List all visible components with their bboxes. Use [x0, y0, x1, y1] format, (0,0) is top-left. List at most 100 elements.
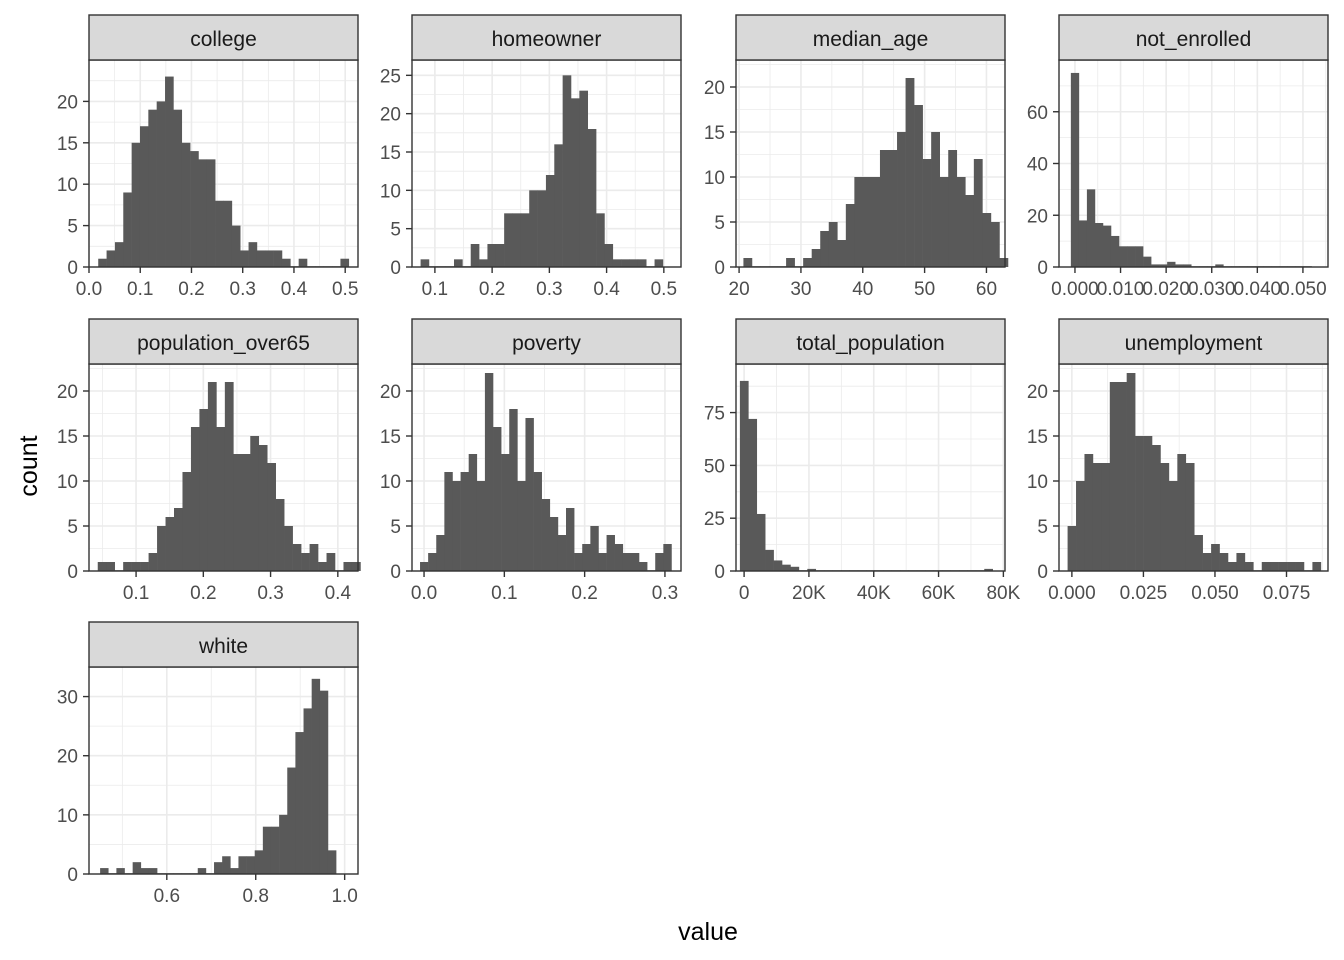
y-tick-label: 0 — [67, 258, 78, 279]
y-tick-label: 75 — [704, 404, 725, 425]
histogram-bar — [1227, 562, 1237, 571]
facet-white: white 0 10 20 30 0.6 0.8 1.0 — [57, 621, 359, 907]
histogram-bar — [216, 427, 226, 571]
histogram-bar — [123, 562, 132, 571]
y-tick-label: 25 — [704, 509, 725, 530]
histogram-bar — [956, 177, 966, 267]
histogram-bars — [420, 373, 672, 571]
histogram-bar — [265, 250, 274, 267]
histogram-bar — [533, 472, 542, 571]
histogram-bar — [984, 568, 993, 571]
histogram-bar — [436, 535, 445, 571]
y-tick-label: 15 — [380, 427, 401, 448]
x-tick-label: 80K — [986, 583, 1020, 604]
y-tick-label: 20 — [57, 747, 78, 768]
x-axis: 0.6 0.8 1.0 — [154, 874, 358, 907]
histogram-bar — [501, 454, 510, 571]
y-tick-label: 20 — [1027, 382, 1048, 403]
x-tick-label: 0.3 — [257, 583, 283, 604]
histogram-bar — [1143, 256, 1152, 267]
facet-strip-label: white — [198, 635, 248, 658]
histogram-bar — [479, 259, 488, 267]
histogram-bar — [114, 242, 124, 267]
x-tick-label: 50 — [914, 279, 935, 300]
histogram-bar — [525, 418, 534, 571]
histogram-bar — [1202, 553, 1212, 571]
histogram-bar — [1127, 246, 1136, 267]
histogram-bar — [1177, 454, 1187, 571]
y-tick-label: 30 — [57, 688, 78, 709]
x-tick-label: 0.075 — [1263, 583, 1311, 604]
facet-strip — [411, 14, 682, 61]
y-tick-label: 15 — [57, 134, 78, 155]
histogram-bar — [1185, 463, 1195, 571]
x-tick-label: 60K — [922, 583, 956, 604]
x-tick-label: 0.2 — [178, 279, 204, 300]
histogram-bar — [549, 517, 559, 571]
histogram-bar — [298, 258, 308, 267]
histogram-bar — [351, 562, 361, 571]
x-tick-label: 40 — [852, 279, 873, 300]
x-tick-label: 0.020 — [1142, 279, 1190, 300]
histogram-bar — [319, 690, 329, 874]
y-axis: 0 10 20 30 — [57, 688, 89, 886]
histogram-bar — [773, 560, 783, 571]
histogram-bar — [182, 472, 192, 571]
histogram-bar — [820, 231, 830, 267]
y-tick-label: 0 — [714, 562, 725, 583]
histogram-bars — [420, 75, 664, 268]
x-tick-label: 0.000 — [1051, 279, 1099, 300]
histogram-bar — [537, 190, 547, 267]
histogram-bar — [233, 454, 243, 571]
histogram-bar — [1295, 562, 1305, 571]
histogram-bar — [606, 535, 615, 571]
histogram-bar — [230, 868, 239, 874]
x-tick-label: 20K — [792, 583, 826, 604]
histogram-bar — [1287, 562, 1296, 571]
x-tick-label: 0.2 — [571, 583, 597, 604]
y-tick-label: 0 — [390, 562, 401, 583]
x-tick-label: 0.050 — [1191, 583, 1239, 604]
x-axis: 0.0 0.1 0.2 0.3 0.4 0.5 — [76, 267, 358, 300]
histogram-bar — [1119, 246, 1128, 267]
histogram-bar — [197, 868, 207, 874]
histogram-bar — [131, 562, 141, 571]
histogram-bar — [973, 159, 983, 267]
histogram-bar — [1159, 264, 1168, 267]
histogram-bar — [452, 481, 461, 571]
x-tick-label: 1.0 — [331, 886, 357, 907]
histogram-bar — [139, 126, 149, 268]
histogram-bar — [254, 850, 264, 874]
histogram-bar — [590, 526, 599, 571]
y-tick-label: 20 — [380, 382, 401, 403]
y-tick-label: 10 — [57, 806, 78, 827]
histogram-bar — [562, 75, 572, 267]
histogram-bar — [173, 109, 183, 268]
x-axis-title: value — [678, 918, 738, 946]
histogram-bar — [279, 814, 288, 874]
histogram-bars — [98, 76, 350, 268]
facet-strip — [735, 318, 1006, 365]
x-axis: 0.0 0.1 0.2 0.3 — [411, 571, 678, 604]
y-tick-label: 10 — [704, 168, 725, 189]
histogram-bar — [131, 142, 141, 267]
histogram-bar — [420, 562, 429, 571]
y-tick-label: 5 — [390, 220, 401, 241]
x-tick-label: 0.040 — [1234, 279, 1282, 300]
histogram-bar — [256, 250, 266, 267]
histogram-bar — [106, 250, 116, 267]
facet-strip — [1058, 318, 1329, 365]
histogram-bar — [1270, 562, 1279, 571]
histogram-bar — [905, 78, 915, 267]
histogram-bar — [231, 225, 241, 267]
y-tick-label: 20 — [57, 92, 78, 113]
histogram-bar — [460, 472, 469, 571]
histogram-bar — [566, 508, 575, 571]
y-tick-label: 10 — [380, 472, 401, 493]
histogram-bar — [639, 562, 648, 571]
histogram-bar — [484, 373, 494, 571]
facet-college: college 0 5 10 15 20 0.0 0.1 0.2 0.3 0.4 0.5 — [57, 14, 359, 300]
y-tick-label: 10 — [380, 181, 401, 202]
